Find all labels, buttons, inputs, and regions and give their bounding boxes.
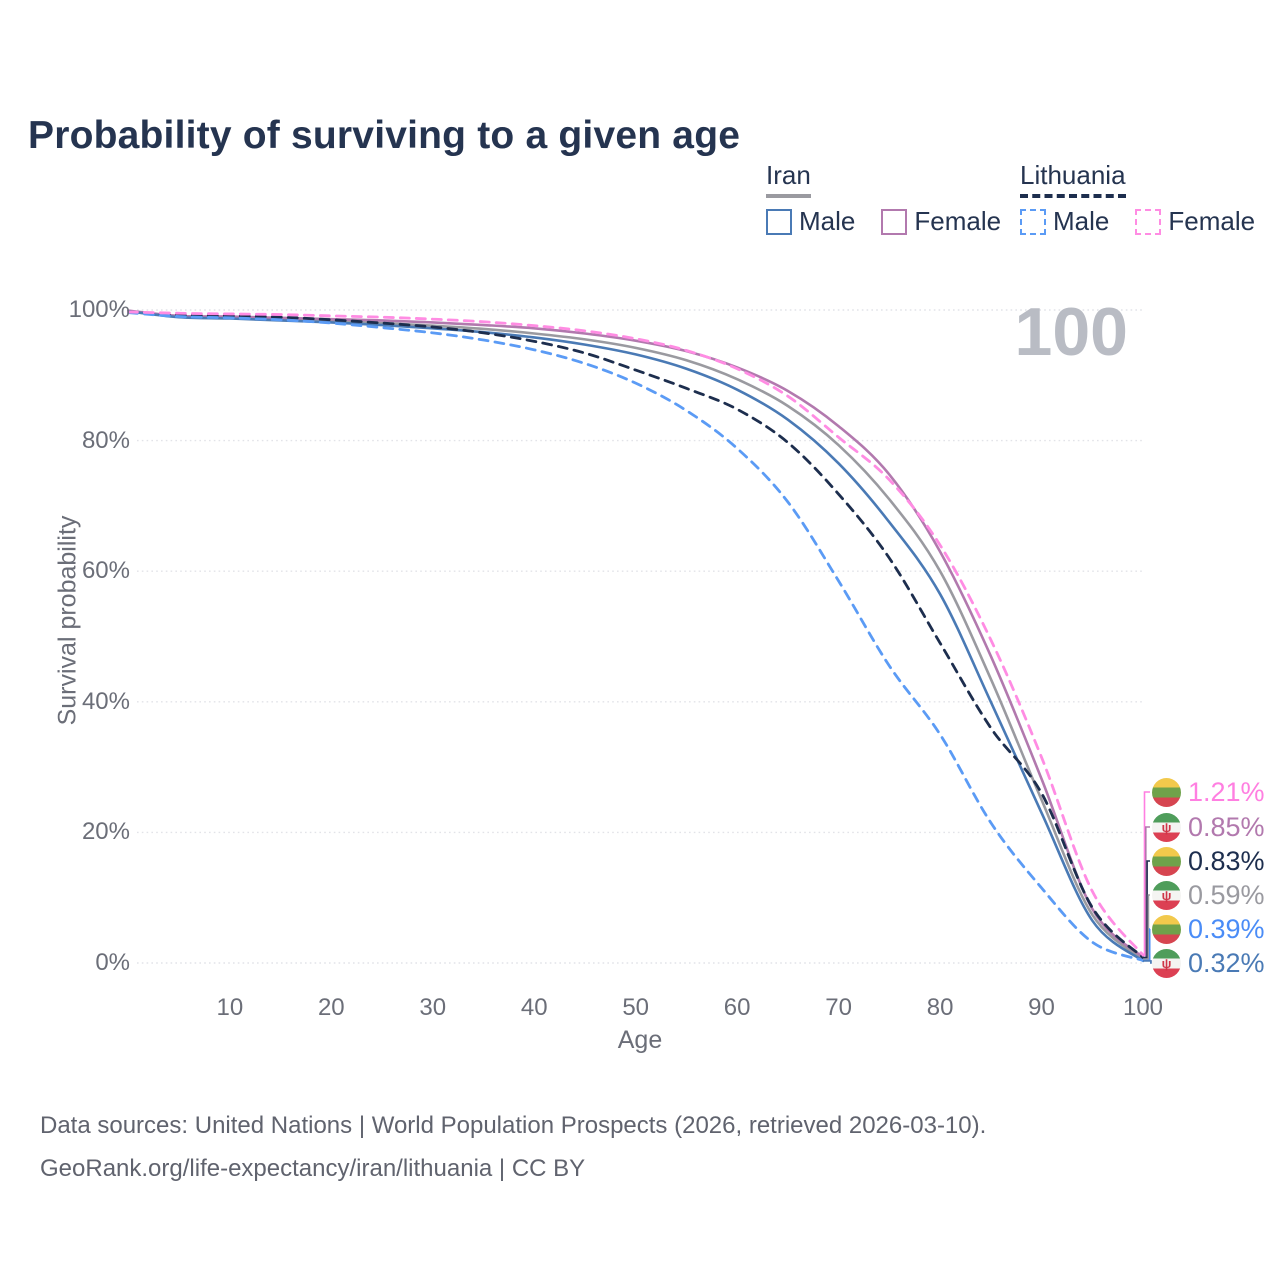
series-lithuania-both-sexes [127, 310, 1145, 959]
legend-group-iran: Iran Male Female [766, 160, 1019, 237]
legend-item-lithuania-female[interactable]: Female [1135, 206, 1255, 237]
leader-line [1143, 791, 1150, 956]
end-value: 0.59% [1188, 879, 1265, 910]
age-counter-watermark: 100 [1014, 294, 1128, 370]
data-source-line: Data sources: United Nations | World Pop… [40, 1112, 987, 1139]
series-lithuania-male [127, 311, 1145, 962]
page-title: Probability of surviving to a given age [28, 114, 741, 158]
legend-items-row: Male Female [1020, 206, 1273, 237]
x-tick-label: 50 [622, 994, 650, 1021]
end-label: 1.21% [1152, 776, 1265, 808]
y-tick-label: 20% [81, 818, 130, 846]
iran-emblem-icon: ψ [1161, 819, 1172, 835]
x-tick-label: 60 [723, 994, 751, 1021]
end-label: ψ 0.32% [1152, 947, 1265, 979]
x-tick-label: 20 [317, 994, 345, 1021]
x-tick-label: 40 [520, 994, 548, 1021]
x-axis-title: Age [617, 1026, 663, 1054]
leader-line [1143, 894, 1150, 960]
iran-emblem-icon: ψ [1161, 887, 1172, 903]
x-tick-label: 10 [216, 994, 244, 1021]
legend-item-iran-female[interactable]: Female [881, 206, 1001, 237]
iran-emblem-icon: ψ [1161, 955, 1172, 971]
legend-item-label: Female [914, 206, 1002, 236]
lithuania-flag-icon [1152, 914, 1181, 944]
leader-line [1143, 960, 1152, 964]
legend-item-iran-male[interactable]: Male [766, 206, 855, 237]
y-tick-label: 40% [81, 687, 130, 715]
legend-swatch [1020, 208, 1046, 235]
y-tick-label: 80% [81, 426, 130, 454]
y-tick-label: 100% [68, 296, 130, 323]
legend-item-label: Male [799, 206, 856, 236]
legend-item-lithuania-male[interactable]: Male [1020, 206, 1109, 237]
iran-flag-icon: ψ [1152, 948, 1181, 978]
end-value: 1.21% [1188, 776, 1265, 807]
legend-swatch [881, 208, 908, 235]
series-iran-female [127, 309, 1145, 959]
attribution-line: GeoRank.org/life-expectancy/iran/lithuan… [40, 1155, 586, 1182]
end-value: 0.39% [1188, 913, 1265, 944]
x-tick-label: 30 [419, 994, 447, 1021]
series-iran-male [127, 310, 1145, 963]
iran-flag-icon: ψ [1152, 812, 1181, 842]
y-tick-label: 0% [95, 949, 130, 976]
legend-items-row: Male Female [766, 206, 1019, 237]
footer: Data sources: United Nations | World Pop… [40, 1104, 986, 1190]
legend-country-label: Iran [766, 160, 811, 198]
legend-item-label: Male [1053, 206, 1110, 236]
y-tick-label: 60% [81, 557, 130, 585]
legend-swatch [766, 208, 792, 235]
x-tick-label: 70 [825, 994, 852, 1021]
legend-swatch [1135, 208, 1162, 235]
legend-country-label: Lithuania [1020, 160, 1126, 198]
end-value: 0.83% [1188, 845, 1265, 876]
end-label: 0.83% [1152, 845, 1265, 877]
x-tick-label: 100 [1122, 994, 1164, 1021]
legend-group-lithuania: Lithuania Male Female [1020, 160, 1273, 237]
series-iran-both-sexes [127, 310, 1145, 961]
leader-line [1143, 860, 1150, 959]
lithuania-flag-icon [1152, 846, 1181, 876]
series-lithuania-female [127, 310, 1145, 957]
legend-item-label: Female [1168, 206, 1256, 236]
end-label: 0.39% [1152, 913, 1265, 945]
end-label: ψ 0.59% [1152, 879, 1265, 911]
iran-flag-icon: ψ [1152, 880, 1181, 910]
x-tick-label: 80 [926, 994, 954, 1021]
end-label: ψ 0.85% [1152, 811, 1265, 843]
end-value: 0.32% [1188, 947, 1265, 978]
end-value: 0.85% [1188, 811, 1265, 842]
x-tick-label: 90 [1028, 994, 1055, 1021]
lithuania-flag-icon [1152, 777, 1181, 807]
